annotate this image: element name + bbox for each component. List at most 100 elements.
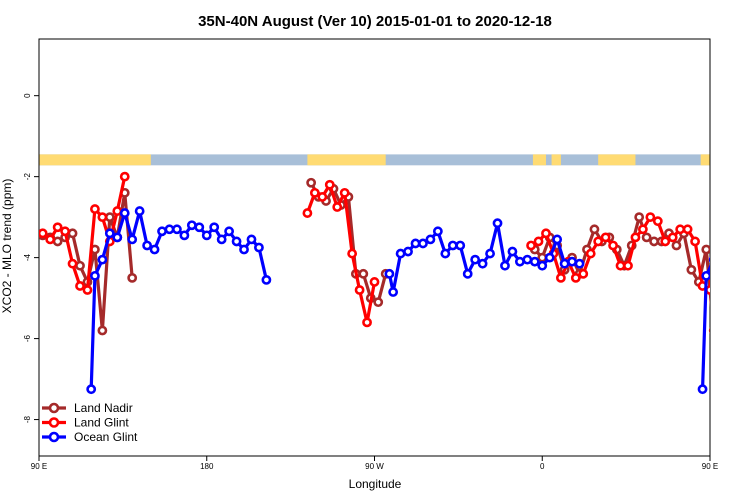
land-glint-point-1-4 — [332, 202, 343, 212]
ocean-glint-point-0-22 — [246, 234, 257, 245]
land-glint-point-2-27 — [729, 238, 736, 245]
land-glint-point-1-7 — [354, 285, 365, 295]
land-nadir-point-0-12 — [127, 272, 138, 283]
ocean-glint-point-0-18 — [216, 234, 227, 245]
land-glint-point-0-2 — [52, 222, 63, 233]
ocean-glint-point-0-6 — [127, 234, 138, 245]
land-band-2 — [532, 154, 546, 166]
ocean-glint-point-0-24 — [261, 274, 272, 285]
x-tick-label-2: 90 W — [365, 462, 384, 471]
land-glint-point-1-9 — [369, 277, 380, 287]
land-glint-point-2-28 — [736, 207, 743, 214]
land-glint-point-0-1 — [45, 234, 56, 245]
land-nadir-point-0-5 — [75, 260, 85, 271]
land-glint-point-2-26 — [721, 214, 728, 221]
land-glint-point-1-6 — [347, 248, 358, 259]
land-nadir-point-0-2 — [52, 236, 63, 247]
land-glint-point-2-21 — [682, 224, 693, 235]
ocean-glint-point-2-6 — [740, 236, 747, 243]
land-glint-point-2-0 — [526, 240, 536, 251]
ocean-glint-point-1-18 — [514, 256, 525, 267]
ocean-glint-point-0-9 — [149, 244, 160, 255]
legend-label-land-nadir: Land Nadir — [74, 401, 133, 415]
ocean-glint-point-1-5 — [418, 238, 428, 249]
ocean-glint-point-0-2 — [97, 254, 108, 265]
land-glint-point-2-11 — [608, 240, 618, 251]
series-layer — [39, 171, 747, 395]
land-glint-point-1-5 — [339, 187, 350, 198]
land-band-0 — [39, 154, 151, 166]
ocean-glint-point-1-6 — [425, 234, 436, 245]
land-nadir-point-2-15 — [641, 232, 652, 243]
land-glint-point-1-0 — [302, 208, 313, 218]
ocean-glint-point-1-14 — [485, 248, 495, 259]
land-glint-point-2-9 — [593, 236, 604, 247]
land-glint-point-1-8 — [362, 317, 372, 328]
land-glint-point-2-25 — [714, 205, 721, 212]
land-nadir-point-2-25 — [718, 214, 725, 221]
land-glint-point-0-4 — [67, 258, 78, 269]
land-nadir-point-2-14 — [634, 212, 645, 223]
land-glint-point-1-3 — [324, 179, 335, 190]
series-ocean-glint — [86, 206, 747, 395]
y-tick-label-3: -6 — [23, 334, 32, 342]
land-glint-point-0-3 — [60, 226, 70, 237]
ocean-glint-point-1-17 — [507, 246, 518, 257]
x-tick-label-0: 90 E — [31, 462, 47, 471]
y-tick-label-0: 0 — [23, 93, 32, 98]
land-glint-point-0-10 — [112, 206, 123, 216]
land-glint-point-2-14 — [630, 232, 641, 243]
land-nadir-point-2-19 — [671, 240, 682, 251]
land-nadir-point-2-26 — [725, 234, 732, 241]
ocean-glint-point-0-23 — [254, 242, 264, 253]
ocean-glint-point-0-10 — [157, 226, 167, 237]
land-glint-point-2-1 — [533, 236, 544, 247]
ocean-glint-point-0-5 — [119, 208, 130, 218]
land-nadir-point-1-9 — [373, 297, 384, 308]
land-glint-point-2-17 — [652, 216, 663, 227]
ocean-glint-point-0-16 — [201, 230, 212, 241]
land-nadir-point-2-8 — [589, 224, 600, 235]
series-land-nadir — [39, 177, 739, 336]
ocean-glint-point-1-8 — [440, 248, 451, 259]
land-nadir-point-1-7 — [358, 268, 369, 279]
ocean-glint-point-0-17 — [209, 222, 220, 233]
land-glint-point-2-15 — [638, 224, 648, 235]
land-glint-point-2-20 — [675, 224, 686, 235]
land-band-3 — [551, 154, 561, 166]
land-glint-line-2 — [530, 215, 710, 292]
land-ocean-mask — [39, 154, 710, 166]
chart-title: 35N-40N August (Ver 10) 2015-01-01 to 20… — [198, 13, 552, 30]
ocean-glint-point-1-13 — [477, 258, 488, 269]
land-glint-point-0-5 — [75, 281, 85, 291]
land-band-4 — [598, 154, 636, 166]
land-nadir-point-2-21 — [686, 264, 697, 275]
ocean-glint-point-1-9 — [447, 240, 458, 251]
ocean-glint-point-1-22 — [544, 252, 555, 263]
land-glint-point-2-10 — [600, 232, 611, 243]
land-glint-point-2-19 — [667, 232, 678, 243]
ocean-glint-point-2-0 — [697, 384, 708, 395]
land-glint-point-2-13 — [623, 260, 633, 271]
x-axis-label: Longitude — [349, 477, 402, 491]
ocean-glint-point-0-14 — [186, 220, 197, 231]
x-tick-label-1: 180 — [200, 462, 214, 471]
ocean-glint-point-1-4 — [410, 238, 421, 249]
ocean-glint-point-2-4 — [725, 234, 732, 241]
land-nadir-point-0-4 — [67, 228, 78, 239]
legend-marker-land-nadir — [48, 402, 60, 414]
land-nadir-point-2-27 — [732, 189, 739, 196]
land-nadir-point-0-8 — [97, 325, 108, 336]
ocean-glint-point-1-21 — [537, 260, 548, 271]
legend-label-ocean-glint: Ocean Glint — [74, 430, 138, 444]
ocean-glint-point-1-19 — [522, 254, 533, 265]
land-glint-point-2-16 — [645, 212, 656, 223]
ocean-glint-point-2-5 — [732, 209, 739, 216]
land-glint-point-1-2 — [317, 191, 328, 202]
ocean-glint-point-1-0 — [384, 268, 395, 279]
land-glint-point-0-11 — [119, 171, 130, 182]
land-glint-point-0-7 — [90, 204, 100, 214]
ocean-glint-point-0-20 — [231, 236, 242, 247]
